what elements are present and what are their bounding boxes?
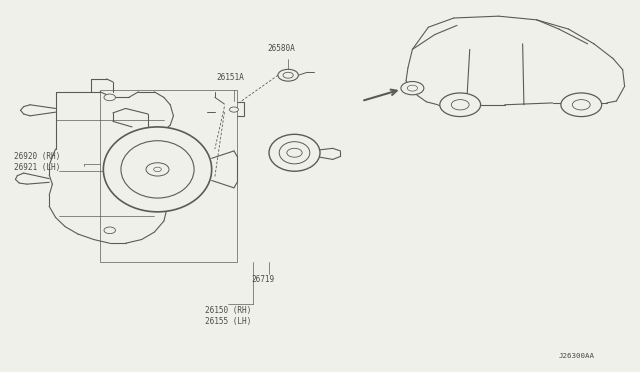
Circle shape: [451, 100, 469, 110]
Text: 26920 (RH)
26921 (LH): 26920 (RH) 26921 (LH): [14, 152, 60, 172]
Bar: [100, 90, 237, 262]
Bar: [225, 102, 244, 116]
Ellipse shape: [121, 141, 194, 198]
Ellipse shape: [269, 134, 320, 171]
Ellipse shape: [103, 127, 212, 212]
Circle shape: [104, 94, 115, 101]
Circle shape: [104, 227, 115, 234]
Text: 26580A: 26580A: [268, 44, 296, 53]
Circle shape: [154, 167, 161, 171]
Circle shape: [440, 93, 481, 116]
Circle shape: [283, 72, 293, 78]
Ellipse shape: [279, 142, 310, 164]
Circle shape: [401, 81, 424, 95]
Text: J26300AA: J26300AA: [559, 353, 595, 359]
Text: 26151A: 26151A: [217, 73, 244, 81]
Circle shape: [561, 93, 602, 116]
Circle shape: [146, 163, 169, 176]
Circle shape: [287, 148, 302, 157]
Circle shape: [278, 69, 298, 81]
Text: 26719: 26719: [251, 275, 275, 283]
Text: 26150 (RH)
26155 (LH): 26150 (RH) 26155 (LH): [205, 306, 252, 326]
Circle shape: [230, 107, 239, 112]
Circle shape: [407, 85, 417, 91]
Circle shape: [572, 100, 590, 110]
